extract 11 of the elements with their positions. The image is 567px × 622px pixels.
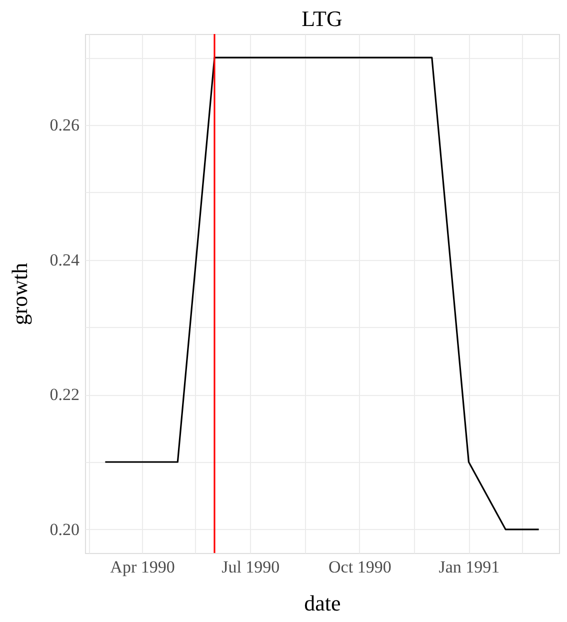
y-tick-label: 0.22 xyxy=(50,385,80,404)
chart-title: LTG xyxy=(302,6,342,32)
y-tick-label: 0.20 xyxy=(50,520,80,539)
x-tick-label: Jul 1990 xyxy=(222,558,280,576)
x-axis-title: date xyxy=(304,590,341,616)
y-axis-title: growth xyxy=(6,262,32,326)
y-tick-label: 0.26 xyxy=(50,115,80,134)
x-tick-label: Apr 1990 xyxy=(110,558,175,576)
x-tick-label: Oct 1990 xyxy=(328,558,392,576)
x-tick-label: Jan 1991 xyxy=(438,558,500,576)
y-tick-label: 0.24 xyxy=(50,250,80,270)
